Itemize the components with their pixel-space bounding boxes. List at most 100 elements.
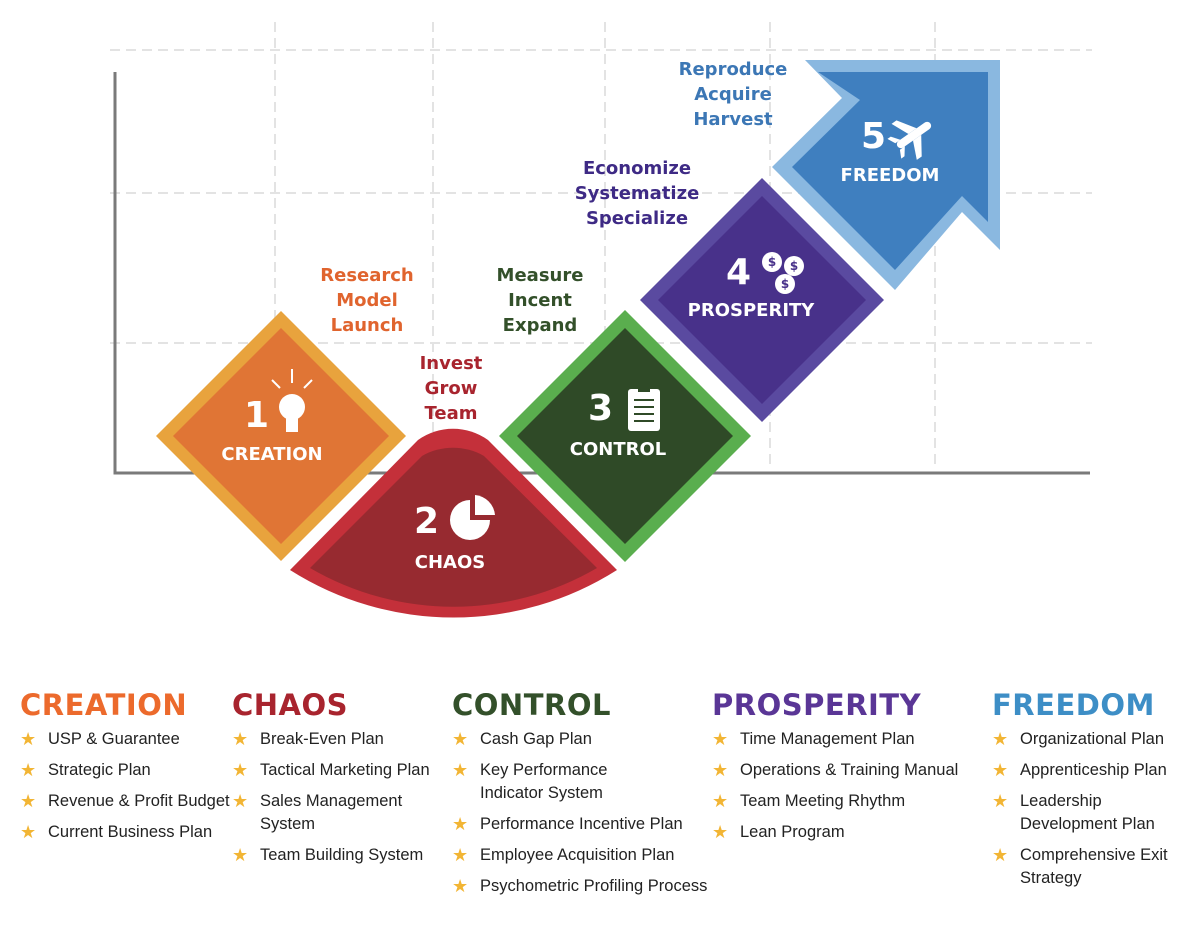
star-icon: ★: [452, 845, 469, 865]
list-item: ★ Leadership Development Plan: [992, 790, 1180, 836]
star-icon: ★: [992, 729, 1009, 749]
list-item-label: Break-Even Plan: [260, 730, 384, 748]
list-item: ★ Comprehensive Exit Strategy: [992, 844, 1180, 890]
lightbulb-icon: [271, 369, 313, 432]
growth-diagram: 1 CREATION 2 CHAOS 3: [110, 22, 1092, 618]
star-icon: ★: [452, 876, 469, 896]
list-item: ★ Strategic Plan: [20, 759, 230, 782]
list-item-label: Team Building System: [260, 846, 424, 864]
list-item-label: Organizational Plan: [1020, 730, 1165, 748]
action-label: Harvest: [693, 109, 773, 130]
list-item-label: Team Meeting Rhythm: [740, 792, 906, 810]
list-item: ★ Psychometric Profiling Process: [452, 875, 707, 898]
star-icon: ★: [232, 760, 249, 780]
action-label: Incent: [508, 290, 572, 311]
list-item: ★ Sales Management System: [232, 790, 450, 836]
list-chaos: CHAOS ★ Break-Even Plan ★ Tactical Marketing…: [232, 688, 450, 875]
stage-name: CONTROL: [570, 439, 667, 460]
stage-number: 4: [726, 252, 751, 293]
action-label: Grow: [425, 378, 478, 399]
list-item: ★ Team Building System: [232, 844, 450, 867]
star-icon: ★: [452, 760, 469, 780]
action-label: Specialize: [586, 208, 688, 229]
star-icon: ★: [232, 845, 249, 865]
list-item-label: Comprehensive Exit Strategy: [1020, 846, 1168, 887]
stage-freedom: 5 FREEDOM: [772, 60, 1000, 290]
list-item: ★ Employee Acquisition Plan: [452, 844, 707, 867]
list-item: ★ Break-Even Plan: [232, 728, 450, 751]
list-item-label: Leadership Development Plan: [1020, 792, 1155, 833]
star-icon: ★: [992, 845, 1009, 865]
action-label: Team: [425, 403, 478, 424]
list-item-label: Psychometric Profiling Process: [480, 877, 708, 895]
action-label: Reproduce: [679, 59, 788, 80]
actions-prosperity: Economize Systematize Specialize: [575, 158, 700, 229]
list-item-label: Apprenticeship Plan: [1020, 761, 1167, 779]
star-icon: ★: [232, 791, 249, 811]
stage-name: CREATION: [221, 444, 322, 465]
star-icon: ★: [712, 822, 729, 842]
list-control: CONTROL ★ Cash Gap Plan ★ Key Performance In…: [452, 688, 707, 906]
list-item-label: Current Business Plan: [48, 823, 213, 841]
stage-prosperity: 4 $ $ $ PROSPERITY: [640, 178, 884, 422]
stage-name: CHAOS: [415, 552, 485, 573]
star-icon: ★: [20, 760, 37, 780]
list-item: ★ USP & Guarantee: [20, 728, 230, 751]
list-item: ★ Current Business Plan: [20, 821, 230, 844]
star-icon: ★: [712, 791, 729, 811]
coins-icon: $ $ $: [762, 252, 804, 294]
action-label: Research: [320, 265, 414, 286]
action-label: Launch: [331, 315, 404, 336]
actions-chaos: Invest Grow Team: [420, 353, 483, 424]
list-item: ★ Team Meeting Rhythm: [712, 790, 958, 813]
list-item: ★ Key Performance Indicator System: [452, 759, 707, 805]
star-icon: ★: [452, 814, 469, 834]
svg-text:$: $: [790, 259, 798, 273]
stage-number: 3: [588, 388, 613, 429]
action-label: Invest: [420, 353, 483, 374]
stage-number: 1: [244, 395, 269, 436]
list-item-label: USP & Guarantee: [48, 730, 180, 748]
list-prosperity: PROSPERITY ★ Time Management Plan ★ Operatio…: [712, 688, 958, 852]
action-label: Model: [336, 290, 398, 311]
actions-control: Measure Incent Expand: [497, 265, 584, 336]
list-item: ★ Apprenticeship Plan: [992, 759, 1180, 782]
action-label: Systematize: [575, 183, 700, 204]
stage-name: PROSPERITY: [688, 300, 816, 321]
star-icon: ★: [712, 760, 729, 780]
pie-chart-icon: [450, 495, 495, 540]
list-title: CONTROL: [452, 688, 611, 722]
list-item-label: Revenue & Profit Budget: [48, 792, 230, 810]
list-freedom: FREEDOM ★ Organizational Plan ★ Apprenticesh…: [992, 688, 1180, 898]
svg-text:$: $: [781, 277, 789, 291]
star-icon: ★: [232, 729, 249, 749]
star-icon: ★: [20, 729, 37, 749]
list-creation: CREATION ★ USP & Guarantee ★ Strategic Plan ★…: [20, 688, 230, 852]
stage-number: 5: [861, 116, 886, 157]
stage-chaos: 2 CHAOS: [290, 428, 617, 618]
list-item-label: Time Management Plan: [740, 730, 915, 748]
star-icon: ★: [712, 729, 729, 749]
star-icon: ★: [20, 822, 37, 842]
star-icon: ★: [452, 729, 469, 749]
list-title: PROSPERITY: [712, 688, 922, 722]
list-item-label: Operations & Training Manual: [740, 761, 959, 779]
list-item: ★ Lean Program: [712, 821, 958, 844]
actions-creation: Research Model Launch: [320, 265, 414, 336]
list-item: ★ Time Management Plan: [712, 728, 958, 751]
list-item-label: Performance Incentive Plan: [480, 815, 683, 833]
list-item-label: Sales Management System: [260, 792, 403, 833]
star-icon: ★: [20, 791, 37, 811]
stage-name: FREEDOM: [841, 165, 940, 186]
checklist-icon: [628, 386, 660, 431]
list-title: CREATION: [20, 688, 188, 722]
action-label: Economize: [583, 158, 691, 179]
action-label: Expand: [503, 315, 578, 336]
action-label: Acquire: [694, 84, 772, 105]
list-item-label: Employee Acquisition Plan: [480, 846, 675, 864]
list-item: ★ Operations & Training Manual: [712, 759, 958, 782]
list-item: ★ Revenue & Profit Budget: [20, 790, 230, 813]
list-item-label: Lean Program: [740, 823, 845, 841]
list-item-label: Tactical Marketing Plan: [260, 761, 430, 779]
list-item-label: Strategic Plan: [48, 761, 151, 779]
